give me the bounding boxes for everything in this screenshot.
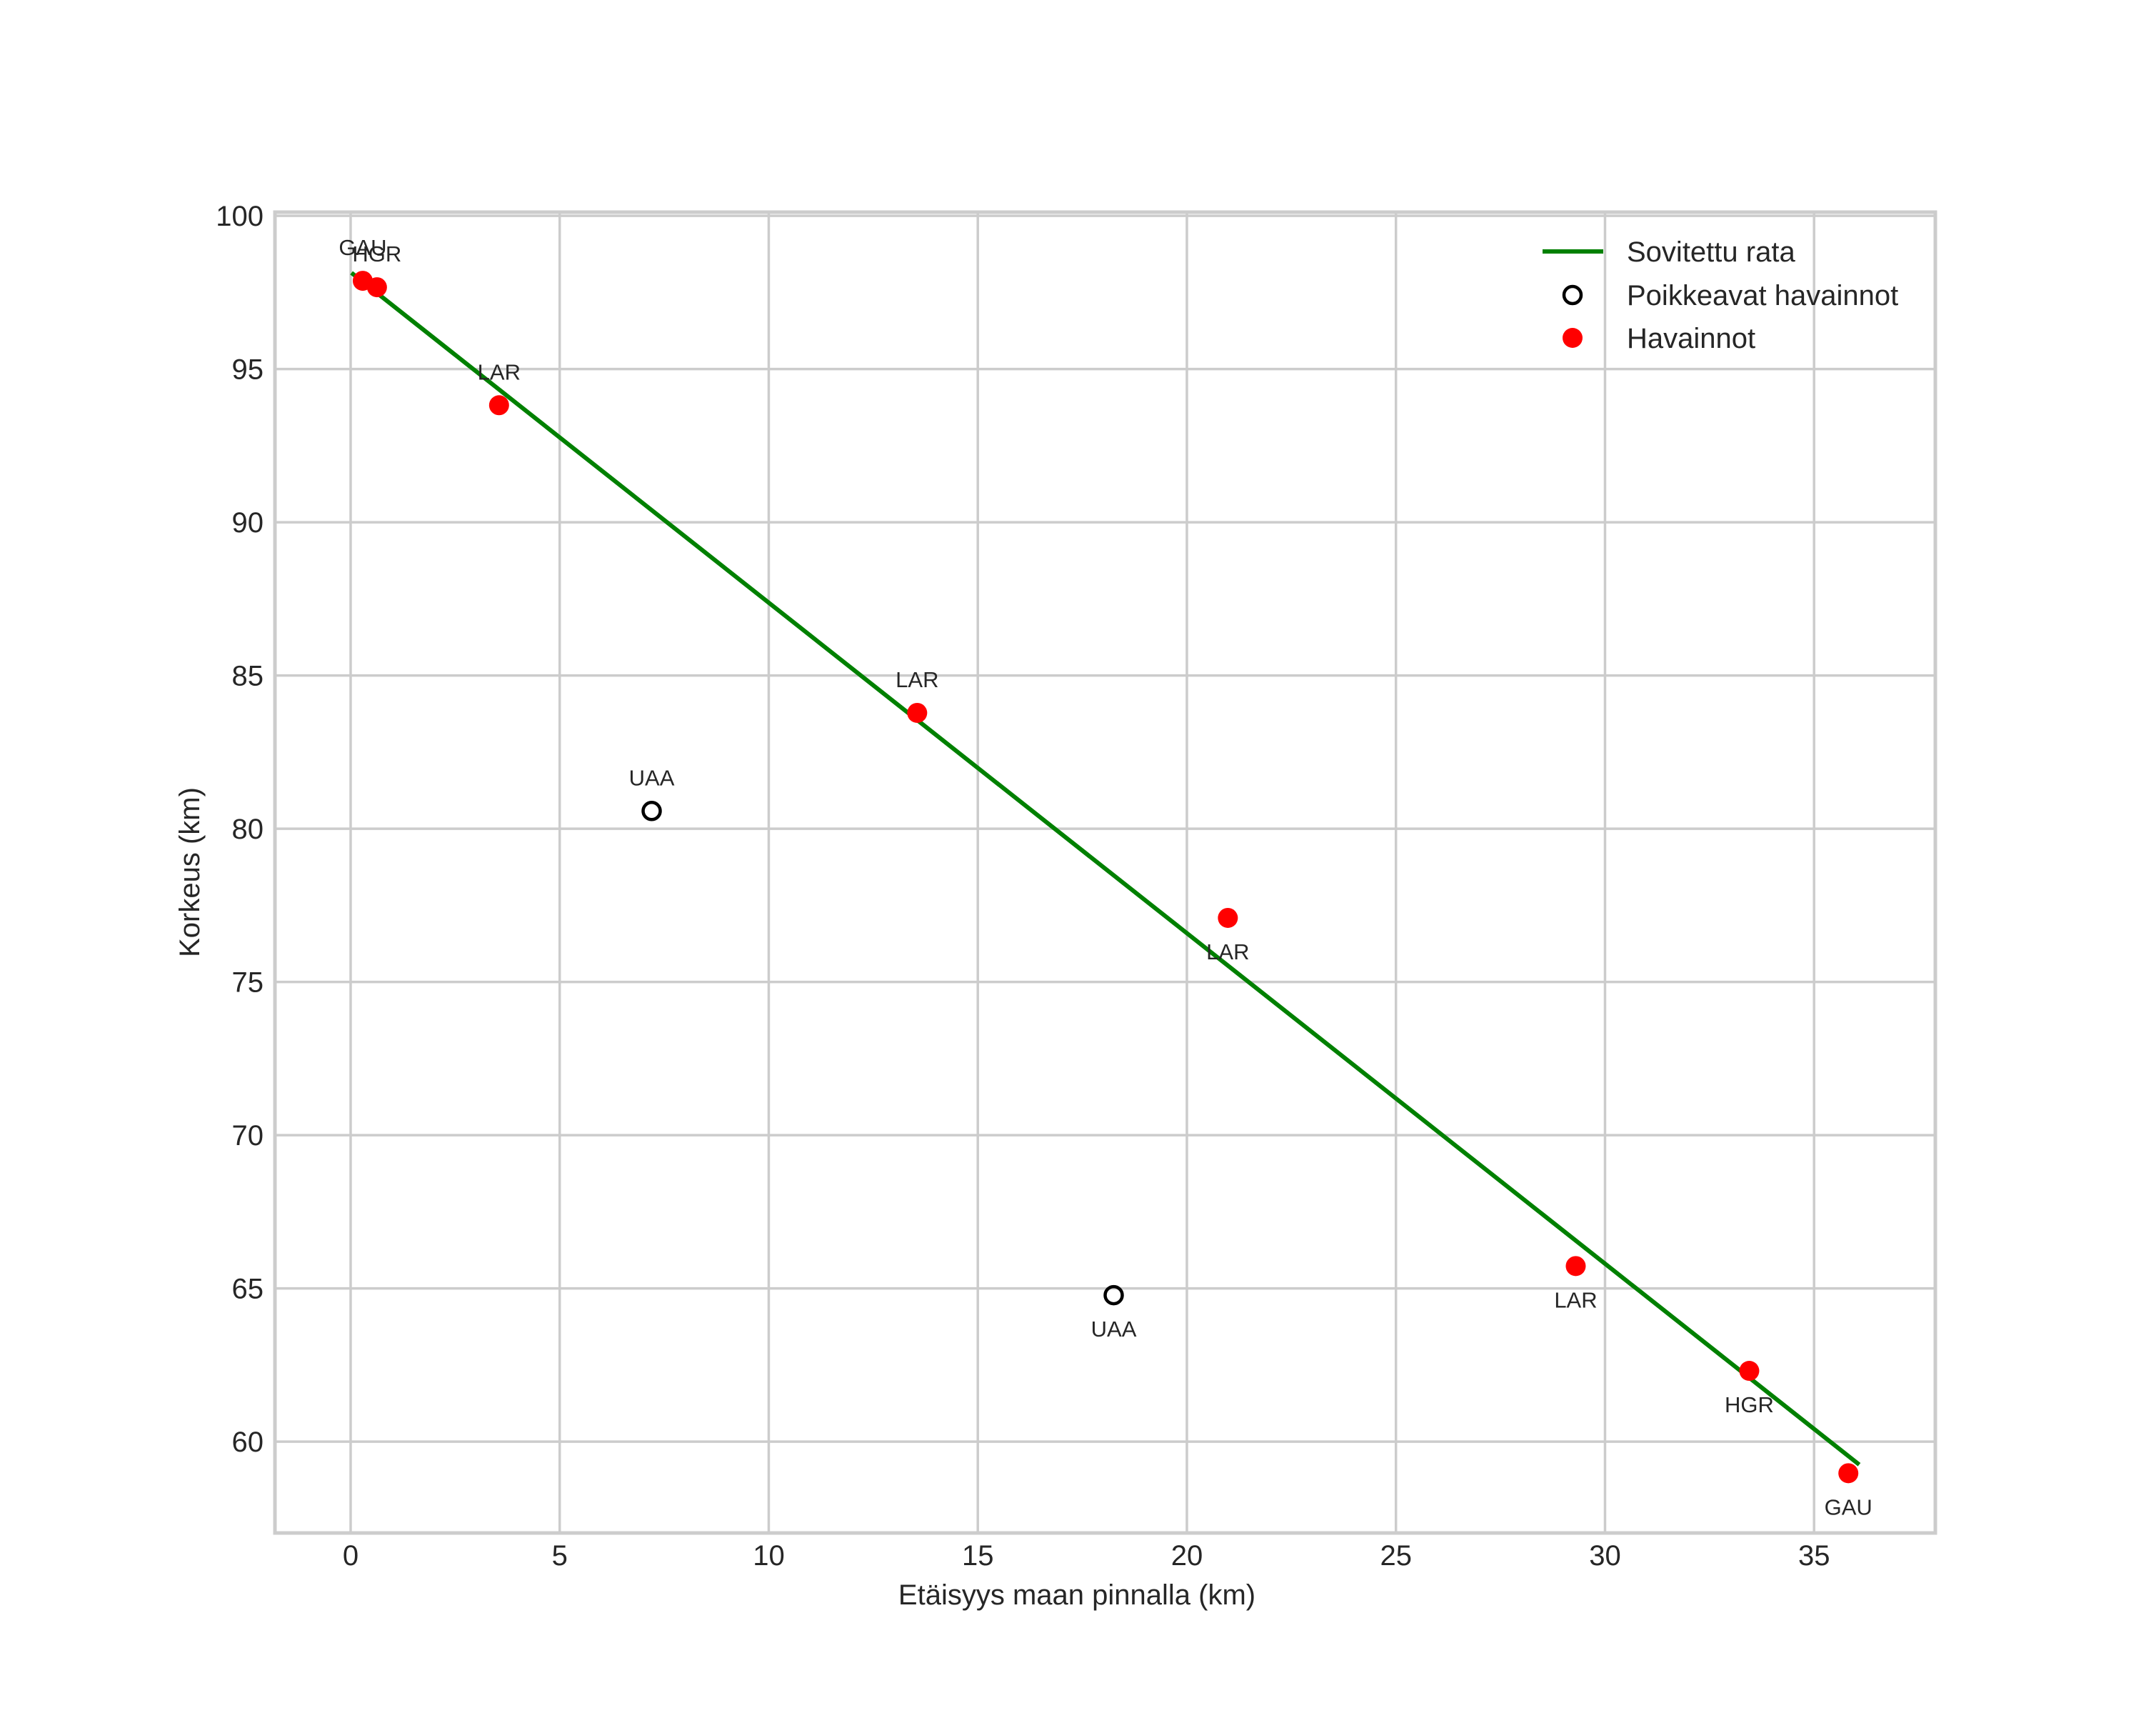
x-axis-label: Etäisyys maan pinnalla (km) <box>898 1579 1255 1611</box>
station-label: GAU <box>339 235 386 260</box>
red-dot-icon <box>1563 328 1583 348</box>
y-tick-label: 85 <box>232 661 264 692</box>
x-tick-label: 35 <box>1798 1540 1830 1572</box>
x-axis-ticks: 0 5 10 15 20 25 30 35 <box>343 1540 1830 1572</box>
y-tick-label: 90 <box>232 507 264 539</box>
station-label: LAR <box>896 667 938 692</box>
y-axis-label: Korkeus (km) <box>174 787 206 957</box>
data-series <box>350 271 1861 1484</box>
legend-item-fit-line: Sovitettu rata <box>1543 236 1795 268</box>
observation-marker <box>488 395 509 416</box>
x-tick-label: 0 <box>343 1540 359 1572</box>
observation-marker <box>1218 907 1238 928</box>
open-circle-icon <box>1562 284 1583 306</box>
y-tick-label: 95 <box>232 354 264 386</box>
x-tick-label: 20 <box>1171 1540 1203 1572</box>
station-label: LAR <box>1554 1287 1597 1312</box>
x-tick-label: 25 <box>1380 1540 1412 1572</box>
outlier-marker <box>1103 1284 1124 1306</box>
station-label: LAR <box>1206 939 1249 964</box>
x-tick-label: 30 <box>1589 1540 1621 1572</box>
grid-lines <box>275 212 1935 1533</box>
legend-label: Havainnot <box>1627 323 1755 354</box>
station-label: HGR <box>1725 1392 1774 1417</box>
legend: Sovitettu rata Poikkeavat havainnot Hava… <box>1543 236 1898 354</box>
y-tick-label: 75 <box>232 967 264 999</box>
y-tick-label: 65 <box>232 1274 264 1305</box>
plot-frame <box>273 210 1937 1535</box>
y-tick-label: 100 <box>216 201 264 232</box>
station-label: UAA <box>1091 1317 1137 1342</box>
x-tick-label: 5 <box>552 1540 568 1572</box>
y-tick-label: 70 <box>232 1120 264 1152</box>
y-tick-label: 80 <box>232 814 264 845</box>
observation-marker <box>1838 1463 1859 1484</box>
observation-marker <box>366 277 387 298</box>
y-tick-label: 60 <box>232 1427 264 1458</box>
x-tick-label: 15 <box>962 1540 994 1572</box>
legend-item-outliers: Poikkeavat havainnot <box>1562 280 1898 311</box>
legend-label: Sovitettu rata <box>1627 236 1795 268</box>
fitted-trajectory-line <box>350 271 1861 1467</box>
y-axis-ticks: 60 65 70 75 80 85 90 95 100 <box>216 201 264 1458</box>
observation-marker <box>1739 1361 1760 1382</box>
observation-marker <box>1565 1256 1586 1277</box>
legend-label: Poikkeavat havainnot <box>1627 280 1898 311</box>
station-label: HGR <box>352 241 401 266</box>
observation-marker <box>907 702 928 723</box>
x-tick-label: 10 <box>753 1540 785 1572</box>
legend-item-observations: Havainnot <box>1563 323 1755 354</box>
station-label: GAU <box>1825 1494 1872 1519</box>
station-label: LAR <box>478 359 521 384</box>
outlier-marker <box>641 801 662 821</box>
station-label: UAA <box>629 765 675 790</box>
